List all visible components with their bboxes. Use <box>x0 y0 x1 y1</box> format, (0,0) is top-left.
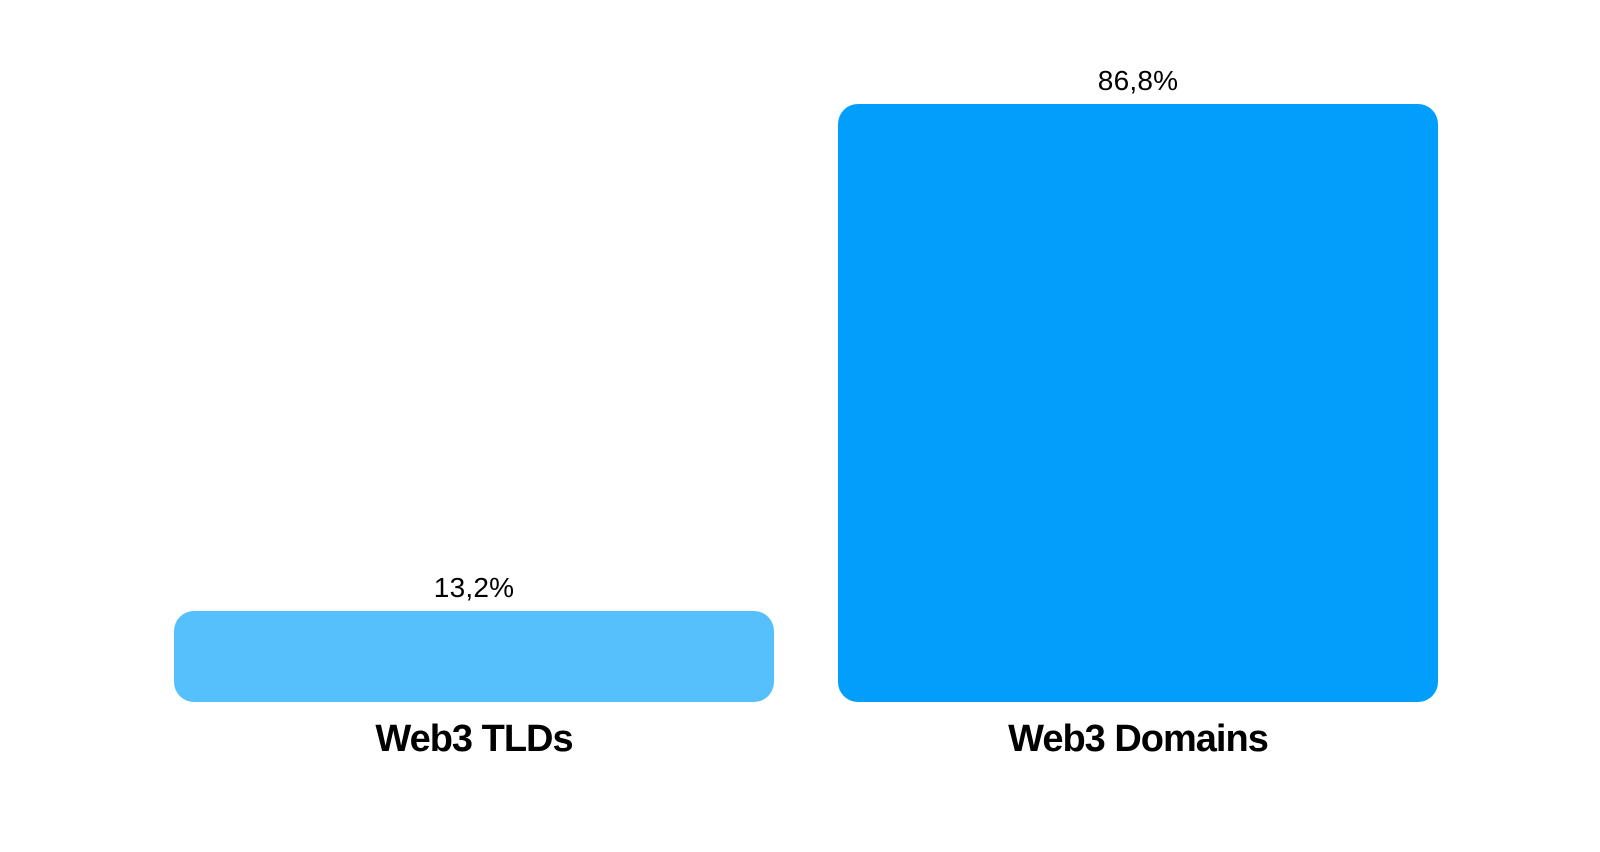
bar-group-web3-tlds: 13,2% Web3 TLDs <box>174 573 774 758</box>
bar-web3-domains <box>838 104 1438 702</box>
bar-value-label-web3-domains: 86,8% <box>1097 65 1179 96</box>
bar-value-label-web3-tlds: 13,2% <box>433 572 515 603</box>
bar-category-label-web3-tlds: Web3 TLDs <box>375 718 573 760</box>
bar-web3-tlds <box>174 611 774 702</box>
bar-category-label-web3-domains: Web3 Domains <box>1008 718 1269 760</box>
bar-group-web3-domains: 86,8% Web3 Domains <box>838 66 1438 758</box>
